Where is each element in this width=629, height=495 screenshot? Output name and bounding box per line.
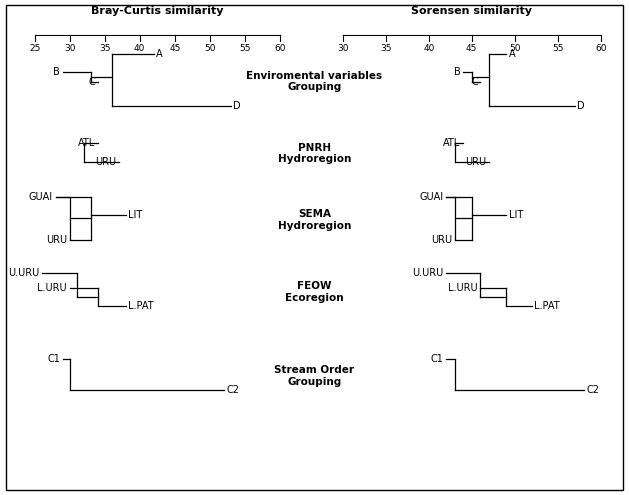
Text: L.URU: L.URU xyxy=(38,283,67,293)
Text: Bray-Curtis similarity: Bray-Curtis similarity xyxy=(91,6,223,16)
Text: A: A xyxy=(156,50,163,59)
Text: C1: C1 xyxy=(431,354,443,364)
Text: URU: URU xyxy=(465,157,486,167)
Text: LIT: LIT xyxy=(128,210,143,220)
Text: Sorensen similarity: Sorensen similarity xyxy=(411,6,532,16)
Text: D: D xyxy=(233,101,241,111)
Text: 50: 50 xyxy=(204,44,216,52)
Text: 60: 60 xyxy=(595,44,606,52)
Text: 40: 40 xyxy=(134,44,145,52)
Text: PNRH
Hydroregion: PNRH Hydroregion xyxy=(278,143,351,164)
Text: URU: URU xyxy=(46,235,67,245)
Text: 30: 30 xyxy=(64,44,75,52)
Text: C: C xyxy=(471,77,478,87)
Text: 50: 50 xyxy=(509,44,520,52)
Text: L.PAT: L.PAT xyxy=(128,301,154,311)
Text: U.URU: U.URU xyxy=(8,268,39,278)
Text: B: B xyxy=(53,67,60,77)
Text: URU: URU xyxy=(431,235,452,245)
Text: L.URU: L.URU xyxy=(448,283,478,293)
Text: C2: C2 xyxy=(226,385,240,395)
Text: GUAI: GUAI xyxy=(420,192,443,201)
Text: U.URU: U.URU xyxy=(412,268,443,278)
Text: 55: 55 xyxy=(552,44,564,52)
Text: C1: C1 xyxy=(47,354,60,364)
Text: 45: 45 xyxy=(169,44,181,52)
Text: 25: 25 xyxy=(29,44,40,52)
Text: D: D xyxy=(577,101,585,111)
Text: Enviromental variables
Grouping: Enviromental variables Grouping xyxy=(247,71,382,93)
Text: C: C xyxy=(89,77,95,87)
Text: ATL: ATL xyxy=(78,138,95,148)
Text: ATL: ATL xyxy=(443,138,460,148)
Text: GUAI: GUAI xyxy=(29,192,53,201)
Text: 35: 35 xyxy=(99,44,111,52)
Text: A: A xyxy=(509,50,515,59)
Text: LIT: LIT xyxy=(509,210,523,220)
Text: L.PAT: L.PAT xyxy=(535,301,560,311)
Text: 45: 45 xyxy=(466,44,477,52)
Text: Stream Order
Grouping: Stream Order Grouping xyxy=(274,365,355,387)
Text: 30: 30 xyxy=(337,44,348,52)
Text: 60: 60 xyxy=(274,44,286,52)
Text: B: B xyxy=(454,67,460,77)
Text: C2: C2 xyxy=(586,385,599,395)
Text: SEMA
Hydroregion: SEMA Hydroregion xyxy=(278,209,351,231)
Text: URU: URU xyxy=(95,157,116,167)
Text: 40: 40 xyxy=(423,44,435,52)
Text: FEOW
Ecoregion: FEOW Ecoregion xyxy=(285,281,344,303)
Text: 55: 55 xyxy=(239,44,250,52)
Text: 35: 35 xyxy=(380,44,391,52)
